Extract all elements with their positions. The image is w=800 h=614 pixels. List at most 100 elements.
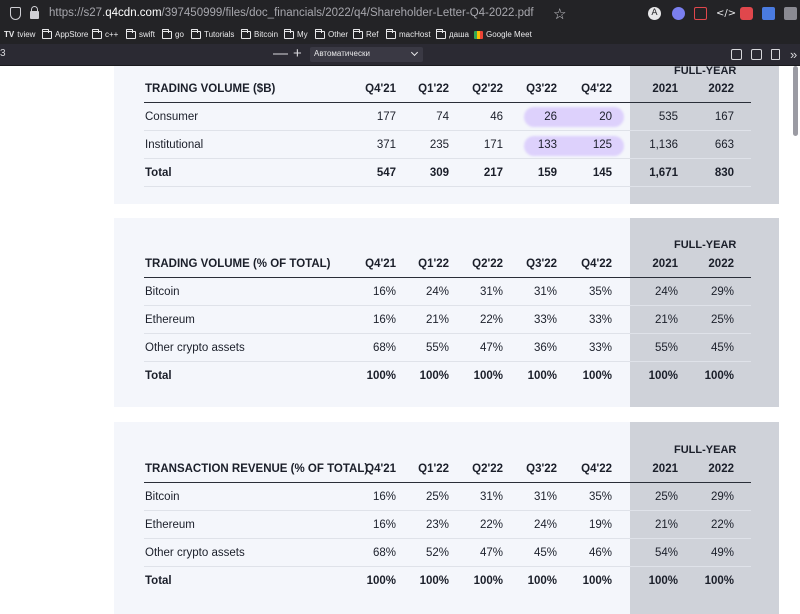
extension-a-icon[interactable]: A [648, 7, 661, 20]
table-cell: 100% [582, 575, 612, 587]
table-cell: 26 [544, 111, 557, 123]
bookmark-tview[interactable]: TV tview [4, 30, 35, 39]
table-title: TRANSACTION REVENUE (% OF TOTAL) [145, 463, 369, 475]
table-cell: 171 [483, 139, 503, 151]
row-label: Ethereum [145, 519, 195, 531]
bookmark-my[interactable]: My [284, 28, 308, 39]
extensions-menu-icon[interactable] [784, 7, 797, 20]
table-cell: 25% [710, 314, 734, 326]
column-header: 2021 [652, 83, 678, 95]
row-label: Consumer [145, 111, 199, 123]
bookmark-appstore[interactable]: AppStore [42, 28, 89, 39]
folder-icon [315, 28, 325, 39]
full-year-label: FULL-YEAR [674, 444, 737, 456]
zoom-select[interactable]: Автоматически [310, 47, 423, 62]
table-cell: 35% [588, 286, 612, 298]
table-cell: 100% [419, 370, 449, 382]
table-cell: 45% [710, 342, 734, 354]
bookmark-machost[interactable]: macHost [386, 28, 431, 39]
bookmark-bitcoin[interactable]: Bitcoin [241, 28, 279, 39]
address-bar[interactable]: https://s27.q4cdn.com/397450999/files/do… [0, 0, 800, 28]
google-meet-icon [474, 30, 483, 39]
column-header: Q1'22 [418, 83, 449, 95]
folder-icon [92, 28, 102, 39]
table-cell: 36% [533, 342, 557, 354]
column-header: Q4'21 [365, 463, 396, 475]
edit-text-icon[interactable] [771, 49, 780, 60]
column-header: 2021 [652, 463, 678, 475]
bookmarks-bar: TV tview AppStore c++ swift go Tutorials … [0, 28, 800, 44]
table-cell: 49% [710, 547, 734, 559]
bookmark-go[interactable]: go [162, 28, 184, 39]
folder-icon [126, 28, 136, 39]
full-year-label: FULL-YEAR [674, 66, 737, 77]
row-label: Total [145, 167, 172, 179]
bookmark-dasha[interactable]: даша [436, 28, 469, 39]
table-cell: 22% [479, 314, 503, 326]
bookmark-google-meet[interactable]: Google Meet [474, 30, 532, 39]
pdf-page: FULL-YEAR TRADING VOLUME ($B) Q4'21 Q1'2… [0, 66, 800, 614]
lock-icon[interactable] [30, 6, 39, 19]
table-cell: 21% [654, 314, 678, 326]
print-icon[interactable] [731, 49, 742, 60]
bookmark-label: My [297, 30, 308, 39]
table-cell: 100% [704, 370, 734, 382]
bookmark-label: Bitcoin [254, 30, 279, 39]
column-header: 2022 [708, 463, 734, 475]
column-header: Q4'22 [581, 83, 612, 95]
translate-icon[interactable] [762, 7, 775, 20]
bookmark-cpp[interactable]: c++ [92, 28, 118, 39]
shield-icon[interactable] [10, 7, 21, 20]
bookmark-ref[interactable]: Ref [353, 28, 378, 39]
table-row-total: Total 547 309 217 159 145 1,671 830 [144, 159, 751, 187]
trading-volume-pct-panel: FULL-YEAR TRADING VOLUME (% OF TOTAL) Q4… [114, 218, 779, 407]
table-cell: 16% [372, 491, 396, 503]
full-year-label: FULL-YEAR [674, 239, 737, 251]
table-cell: 547 [376, 167, 396, 179]
table-cell: 235 [429, 139, 449, 151]
table-row: Institutional 371 235 171 133 125 1,136 … [144, 131, 751, 159]
bookmark-star-icon[interactable]: ☆ [553, 6, 567, 23]
row-label: Other crypto assets [145, 342, 245, 354]
table-cell: 21% [654, 519, 678, 531]
folder-icon [191, 28, 201, 39]
zoom-in-icon[interactable]: + [293, 45, 302, 62]
table-row: Bitcoin 16% 25% 31% 31% 35% 25% 29% [144, 483, 751, 511]
table-row: Other crypto assets 68% 55% 47% 36% 33% … [144, 334, 751, 362]
table-cell: 22% [479, 519, 503, 531]
table-cell: 31% [533, 286, 557, 298]
ublock-icon[interactable] [740, 7, 753, 20]
save-icon[interactable] [751, 49, 762, 60]
vertical-scrollbar[interactable] [793, 66, 798, 136]
table-cell: 46 [490, 111, 503, 123]
row-label: Bitcoin [145, 286, 180, 298]
extension-dot-icon[interactable] [672, 7, 685, 20]
table-cell: 217 [483, 167, 503, 179]
row-label: Institutional [145, 139, 204, 151]
table-cell: 1,136 [649, 139, 678, 151]
more-tools-icon[interactable]: » [790, 47, 798, 62]
bookmark-label: AppStore [55, 30, 89, 39]
table-cell: 35% [588, 491, 612, 503]
bookmark-swift[interactable]: swift [126, 28, 155, 39]
page-number[interactable]: 3 [0, 48, 6, 59]
pdf-viewport[interactable]: FULL-YEAR TRADING VOLUME ($B) Q4'21 Q1'2… [0, 66, 800, 614]
table-cell: 16% [372, 314, 396, 326]
bookmark-label: go [175, 30, 184, 39]
table-header-row: TRADING VOLUME ($B) Q4'21 Q1'22 Q2'22 Q3… [144, 75, 751, 103]
row-label: Total [145, 575, 172, 587]
folder-icon [386, 28, 396, 39]
table-cell: 33% [588, 314, 612, 326]
table-cell: 31% [479, 491, 503, 503]
extension-red-icon[interactable] [694, 7, 707, 20]
table-cell: 177 [376, 111, 396, 123]
bookmark-tutorials[interactable]: Tutorials [191, 28, 234, 39]
devtools-icon[interactable]: </> [716, 8, 737, 19]
table-cell: 29% [710, 286, 734, 298]
row-label: Total [145, 370, 172, 382]
url-text[interactable]: https://s27.q4cdn.com/397450999/files/do… [49, 7, 534, 19]
table-cell: 55% [654, 342, 678, 354]
zoom-out-icon[interactable]: — [273, 45, 288, 62]
bookmark-other[interactable]: Other [315, 28, 348, 39]
table-cell: 309 [429, 167, 449, 179]
